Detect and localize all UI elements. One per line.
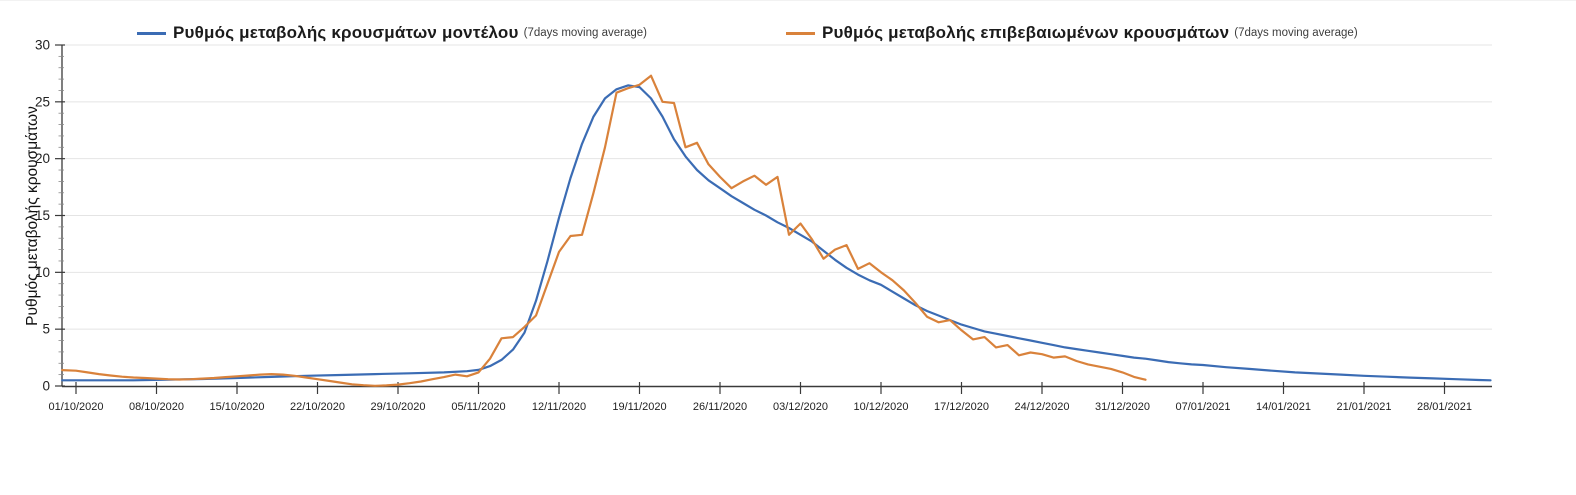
legend-label: Ρυθμός μεταβολής επιβεβαιωμένων κρουσμάτ… xyxy=(822,23,1230,42)
y-tick-label: 10 xyxy=(35,265,50,280)
x-tick-label: 19/11/2020 xyxy=(612,401,666,413)
x-tick-label: 08/10/2020 xyxy=(129,401,184,413)
x-tick-label: 07/01/2021 xyxy=(1175,401,1230,413)
series-line-confirmed xyxy=(61,74,1147,387)
x-tick-label: 22/10/2020 xyxy=(290,401,345,413)
x-tick-label: 10/12/2020 xyxy=(853,401,908,413)
legend-sublabel: (7days moving average) xyxy=(1234,27,1358,39)
x-tick-label: 14/01/2021 xyxy=(1256,401,1311,413)
x-tick-label: 01/10/2020 xyxy=(48,401,103,413)
x-tick-label: 28/01/2021 xyxy=(1417,401,1472,413)
y-tick-label: 0 xyxy=(42,379,50,394)
x-tick-label: 26/11/2020 xyxy=(693,401,747,413)
x-tick-label: 17/12/2020 xyxy=(934,401,989,413)
x-tick-label: 24/12/2020 xyxy=(1014,401,1069,413)
y-tick-label: 30 xyxy=(35,38,50,53)
legend-label: Ρυθμός μεταβολής κρουσμάτων μοντέλου xyxy=(173,23,519,42)
x-tick-label: 03/12/2020 xyxy=(773,401,828,413)
y-tick-label: 15 xyxy=(35,208,50,223)
x-tick-label: 29/10/2020 xyxy=(370,401,425,413)
legend-line-marker-orange xyxy=(786,31,815,35)
x-tick-label: 15/10/2020 xyxy=(209,401,264,413)
x-tick-label: 05/11/2020 xyxy=(451,401,505,413)
y-tick-label: 20 xyxy=(35,151,50,166)
series-line-model xyxy=(61,84,1492,382)
y-tick-label: 5 xyxy=(42,322,50,337)
x-tick-label: 12/11/2020 xyxy=(532,401,586,413)
legend-line-marker-blue xyxy=(137,31,166,35)
y-tick-label: 25 xyxy=(35,94,50,109)
x-tick-label: 31/12/2020 xyxy=(1095,401,1150,413)
legend-item-confirmed: Ρυθμός μεταβολής επιβεβαιωμένων κρουσμάτ… xyxy=(786,22,1358,44)
legend-sublabel: (7days moving average) xyxy=(523,27,647,39)
x-tick-label: 21/01/2021 xyxy=(1336,401,1391,413)
legend-item-model: Ρυθμός μεταβολής κρουσμάτων μοντέλου (7d… xyxy=(137,22,647,44)
